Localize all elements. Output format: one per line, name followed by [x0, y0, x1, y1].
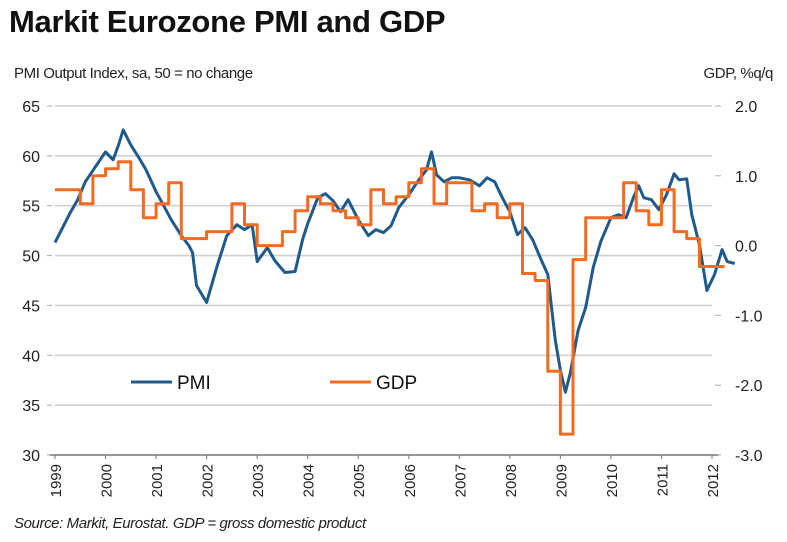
x-tick-label: 2010 [604, 464, 621, 497]
right-tick-label: -2.0 [735, 378, 763, 395]
x-tick-label: 2006 [402, 464, 419, 497]
right-tick-label: -3.0 [735, 448, 763, 465]
gridlines [55, 105, 712, 406]
legend-gdp-label: GDP [376, 373, 417, 394]
right-tick-label: -1.0 [735, 308, 763, 325]
x-axis: 1999 2000 2001 2002 2003 2004 2005 2006 2007 2008… [48, 454, 722, 497]
series-group [53, 128, 736, 436]
left-axis-ticks: 65 60 55 50 45 40 35 30 [22, 99, 52, 465]
right-axis-caption: GDP, %q/q [703, 65, 774, 82]
left-tick-label: 50 [22, 249, 40, 266]
left-tick-label: 35 [22, 398, 40, 415]
x-tick-label: 2002 [200, 464, 217, 497]
x-tick-label: 2007 [452, 464, 469, 497]
x-tick-label: 2000 [99, 464, 116, 497]
left-tick-label: 30 [22, 448, 40, 465]
x-tick-label: 2003 [250, 464, 267, 497]
left-axis-caption: PMI Output Index, sa, 50 = no change [14, 65, 253, 82]
right-tick-label: 1.0 [735, 169, 757, 186]
chart-title: Markit Eurozone PMI and GDP [9, 4, 446, 39]
x-tick-label: 2008 [503, 464, 520, 497]
left-tick-label: 45 [22, 298, 40, 315]
legend: PMI GDP [131, 373, 417, 394]
left-tick-label: 65 [22, 99, 40, 116]
x-tick-label: 2001 [149, 464, 166, 497]
x-tick-label: 2009 [553, 464, 570, 497]
x-tick-label: 2004 [301, 464, 318, 497]
series-line-pmi [53, 128, 736, 394]
x-tick-label: 1999 [48, 464, 65, 497]
left-tick-label: 40 [22, 348, 40, 365]
x-tick-label: 2005 [351, 464, 368, 497]
right-axis-ticks: 2.0 1.0 0.0 -1.0 -2.0 -3.0 [715, 99, 763, 465]
legend-pmi-label: PMI [177, 373, 211, 394]
right-tick-label: 2.0 [735, 99, 757, 116]
series-line-gdp [55, 160, 725, 436]
left-tick-label: 55 [22, 199, 40, 216]
x-tick-label: 2011 [654, 464, 671, 496]
right-tick-label: 0.0 [735, 239, 757, 256]
source-note: Source: Markit, Eurostat. GDP = gross do… [14, 515, 366, 532]
left-tick-label: 60 [22, 149, 40, 166]
x-tick-label: 2012 [705, 464, 722, 497]
